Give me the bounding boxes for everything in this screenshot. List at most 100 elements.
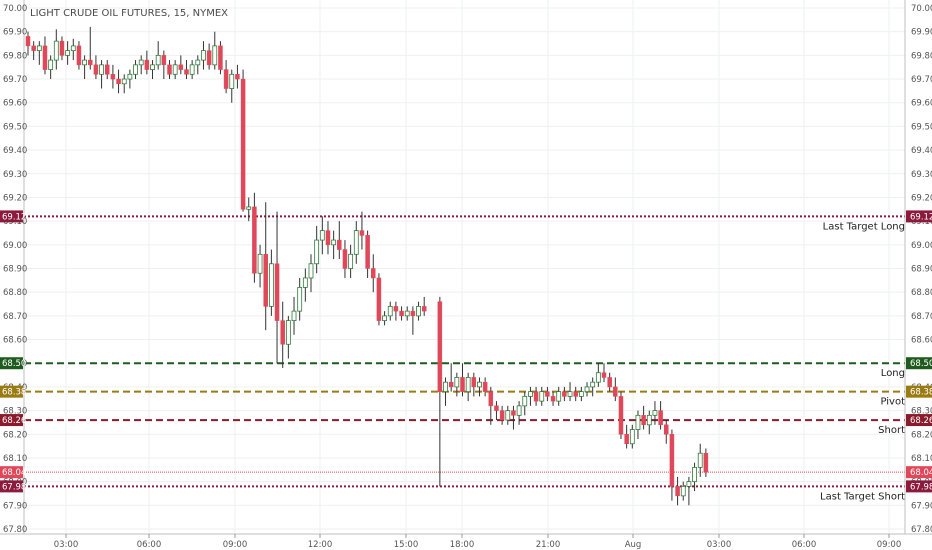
candle (437, 296, 443, 487)
candle-body-down (325, 230, 331, 246)
candle (285, 315, 291, 359)
candle (382, 311, 387, 326)
y-tick-label: 68.10 (911, 454, 932, 464)
candle-body-down (601, 372, 607, 378)
candle-body-down (263, 254, 268, 307)
candle-body-down (607, 377, 612, 388)
candle (494, 401, 499, 421)
candle (387, 301, 393, 321)
candle-body-up (212, 45, 218, 66)
candle (116, 69, 121, 94)
candle (48, 55, 54, 80)
candle (252, 192, 257, 283)
candle (376, 273, 382, 326)
candle-body-down (184, 69, 189, 75)
candle-body-up (516, 405, 522, 416)
x-tick-label: 03:00 (54, 540, 79, 550)
price-tag-right (906, 480, 932, 493)
candle (404, 306, 410, 321)
price-tag-left-text: 67.98 (2, 482, 26, 492)
candle-body-down (393, 306, 399, 312)
y-tick-label: 68.20 (911, 430, 932, 440)
candle (104, 60, 110, 80)
x-tick-label: 06:00 (792, 540, 817, 550)
candle-body-down (88, 59, 93, 66)
candle (178, 55, 184, 75)
candle (167, 60, 172, 80)
candle-body-down (235, 74, 240, 80)
price-tag-right-text: 67.98 (910, 482, 932, 492)
candle-body-down (104, 64, 110, 75)
y-tick-label: 68.10 (3, 454, 27, 464)
candle-body-up (590, 381, 596, 388)
candle-body-down (573, 391, 578, 397)
price-tag-right (906, 357, 932, 370)
candle-body-down (365, 235, 370, 269)
candle-body-down (31, 45, 36, 51)
candle (646, 410, 652, 435)
candle (629, 424, 635, 449)
candle-body-down (613, 386, 618, 397)
candle (511, 405, 516, 430)
candle-body-down (376, 277, 382, 321)
candle-body-up (443, 381, 448, 393)
candle (365, 230, 370, 278)
candle (578, 386, 584, 402)
candle-body-up (584, 386, 590, 393)
candle (302, 268, 308, 302)
candle-body-down (624, 434, 629, 444)
x-tick-label: 12:00 (308, 540, 333, 550)
candle-body-down (144, 59, 150, 70)
candle-body-up (99, 64, 104, 75)
candle-body-up (319, 230, 325, 241)
candle-body-down (218, 45, 223, 70)
candle (138, 55, 144, 75)
candle (229, 69, 235, 103)
candle-body-up (133, 64, 138, 75)
candle-body-up (692, 467, 697, 483)
candle (477, 377, 482, 397)
y-tick-label: 68.60 (3, 336, 27, 346)
x-tick-label: 09:00 (223, 540, 248, 550)
y-tick-label: 68.30 (911, 407, 932, 417)
y-tick-label: 69.00 (911, 241, 932, 251)
y-tick-label: 68.80 (3, 288, 27, 298)
candle-body-down (337, 239, 342, 250)
price-tag-right (906, 385, 932, 398)
candle (635, 410, 641, 440)
candle-body-up (353, 230, 359, 255)
candle (697, 443, 703, 477)
candle (669, 429, 675, 501)
y-tick-label: 69.50 (3, 122, 27, 132)
y-tick-label: 70.00 (911, 4, 932, 14)
candle-body-down (274, 263, 280, 321)
y-tick-label: 68.70 (3, 312, 27, 322)
candle (567, 382, 573, 402)
candle (652, 401, 658, 425)
y-tick-label: 68.30 (3, 407, 27, 417)
x-tick-label: 09:00 (877, 540, 902, 550)
y-tick-label: 68.60 (911, 336, 932, 346)
candle-body-down (280, 320, 285, 345)
y-axis-right: 70.00 69.90 69.80 69.70 69.60 69.50 69.40 69.30… (911, 4, 932, 535)
candle (590, 377, 596, 397)
y-tick-label: 69.20 (911, 193, 932, 203)
candle (703, 448, 709, 477)
candle-body-up (635, 414, 641, 430)
candle (42, 36, 48, 75)
candle (99, 60, 104, 89)
chart-title: LIGHT CRUDE OIL FUTURES, 15, NYMEX (30, 8, 228, 19)
y-tick-label: 68.20 (3, 430, 27, 440)
candle-body-up (416, 305, 421, 317)
y-tick-label: 67.80 (911, 525, 932, 535)
y-tick-label: 68.70 (911, 312, 932, 322)
candle (110, 64, 116, 89)
candle-body-up (314, 239, 320, 265)
x-axis: 03:00 06:00 09:00 12:00 15:00 18:00 21:00 Aug 03… (54, 534, 902, 550)
candle (641, 405, 646, 430)
candle-body-up (539, 391, 545, 402)
candle (240, 69, 246, 212)
candle (573, 386, 578, 402)
candle (353, 221, 359, 264)
